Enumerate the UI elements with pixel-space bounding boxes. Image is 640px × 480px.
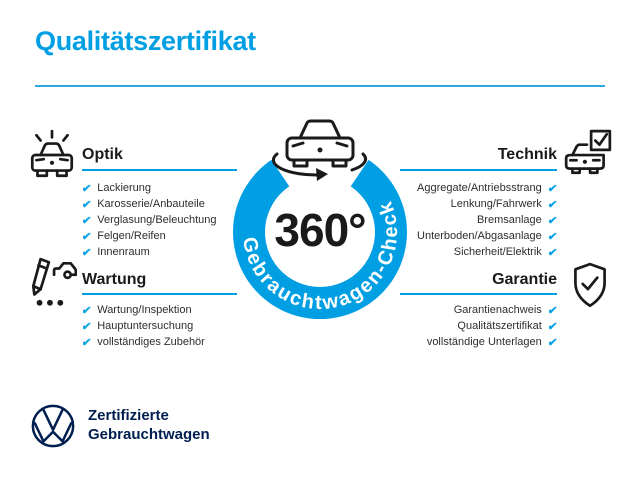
check-item: ✔ Unterboden/Abgasanlage — [417, 228, 558, 244]
checklist-garantie: ✔ Garantienachweis ✔ Qualitätszertifikat ✔ vo… — [426, 302, 558, 350]
car-360-rotation-icon — [271, 119, 368, 177]
check-item-label: Aggregate/Antriebsstrang — [417, 182, 542, 194]
check-item: ✔ vollständige Unterlagen — [426, 334, 558, 350]
page-title: Qualitätszertifikat — [35, 26, 256, 56]
check-icon: ✔ — [546, 182, 558, 195]
check-icon: ✔ — [81, 320, 92, 333]
check-icon: ✔ — [546, 336, 558, 349]
check-icon: ✔ — [546, 320, 558, 333]
check-item: ✔ Verglasung/Beleuchtung — [81, 212, 217, 228]
section-title-wartung: Wartung — [82, 271, 147, 288]
check-item: ✔ Aggregate/Antriebsstrang — [417, 180, 558, 196]
check-item-label: Unterboden/Abgasanlage — [417, 230, 542, 242]
badge-degrees-label: 360° — [274, 204, 365, 256]
section-divider-technik — [400, 169, 557, 171]
checklist-wartung: ✔ Wartung/Inspektion ✔ Hauptuntersuchung ✔ vo… — [81, 302, 205, 350]
check-icon: ✔ — [81, 214, 92, 227]
checklist-technik: ✔ Aggregate/Antriebsstrang ✔ Lenkung/Fahrwe… — [417, 180, 558, 260]
section-divider-wartung — [82, 293, 237, 295]
check-item-label: Sicherheit/Elektrik — [453, 246, 542, 258]
check-item-label: Qualitätszertifikat — [457, 320, 542, 332]
check-item-label: Innenraum — [97, 246, 150, 258]
check-item-label: Lenkung/Fahrwerk — [450, 198, 542, 210]
badge-ring — [233, 159, 407, 320]
check-item-label: Hauptuntersuchung — [97, 320, 194, 332]
check-item: ✔ Garantienachweis — [453, 302, 558, 318]
footer-claim: Zertifizierte Gebrauchtwagen — [88, 406, 210, 444]
check-item: ✔ Karosserie/Anbauteile — [81, 196, 205, 212]
section-divider-garantie — [400, 293, 557, 295]
check-item-label: vollständiges Zubehör — [97, 336, 205, 348]
title-divider — [35, 85, 605, 87]
section-title-optik: Optik — [82, 146, 123, 163]
check-item-label: Felgen/Reifen — [97, 230, 166, 242]
check-item-label: Wartung/Inspektion — [97, 304, 192, 316]
check-item: ✔ Hauptuntersuchung — [81, 318, 194, 334]
check-icon: ✔ — [546, 246, 558, 259]
check-item: ✔ Wartung/Inspektion — [81, 302, 192, 318]
car-front-shine-icon — [30, 129, 74, 178]
check-icon: ✔ — [81, 198, 92, 211]
check-icon: ✔ — [81, 336, 92, 349]
check-item-label: Karosserie/Anbauteile — [97, 198, 205, 210]
check-item-label: Garantienachweis — [453, 304, 542, 316]
shield-check-icon — [574, 262, 606, 308]
vw-logo — [31, 404, 75, 448]
check-item: ✔ vollständiges Zubehör — [81, 334, 205, 350]
checklist-optik: ✔ Lackierung ✔ Karosserie/Anbauteile ✔ Vergla… — [81, 180, 217, 260]
check-icon: ✔ — [81, 304, 92, 317]
check-icon: ✔ — [546, 198, 558, 211]
check-icon: ✔ — [81, 246, 92, 259]
rotation-arrowhead — [316, 168, 328, 181]
check-item-label: Bremsanlage — [476, 214, 542, 226]
car-checkbox-icon — [564, 129, 612, 175]
check-icon: ✔ — [81, 182, 92, 195]
check-item: ✔ Qualitätszertifikat — [457, 318, 557, 334]
check-icon: ✔ — [81, 230, 92, 243]
360-check-badge: Gebrauchtwagen-Check 360° — [233, 119, 407, 320]
check-icon: ✔ — [546, 230, 558, 243]
pencil-car-checklist-icon — [31, 257, 77, 306]
footer-claim-line1: Zertifizierte — [88, 407, 169, 424]
check-item: ✔ Lenkung/Fahrwerk — [450, 196, 558, 212]
check-item: ✔ Felgen/Reifen — [81, 228, 166, 244]
check-item: ✔ Lackierung — [81, 180, 152, 196]
check-icon: ✔ — [546, 214, 558, 227]
check-icon: ✔ — [546, 304, 558, 317]
check-item-label: vollständige Unterlagen — [426, 336, 542, 348]
check-item-label: Lackierung — [97, 182, 152, 194]
section-title-technik: Technik — [497, 146, 557, 163]
check-item: ✔ Sicherheit/Elektrik — [453, 244, 558, 260]
footer-claim-line2: Gebrauchtwagen — [88, 426, 210, 443]
check-item-label: Verglasung/Beleuchtung — [97, 214, 217, 226]
check-item: ✔ Innenraum — [81, 244, 150, 260]
section-title-garantie: Garantie — [492, 271, 557, 288]
check-item: ✔ Bremsanlage — [476, 212, 558, 228]
section-divider-optik — [82, 169, 237, 171]
